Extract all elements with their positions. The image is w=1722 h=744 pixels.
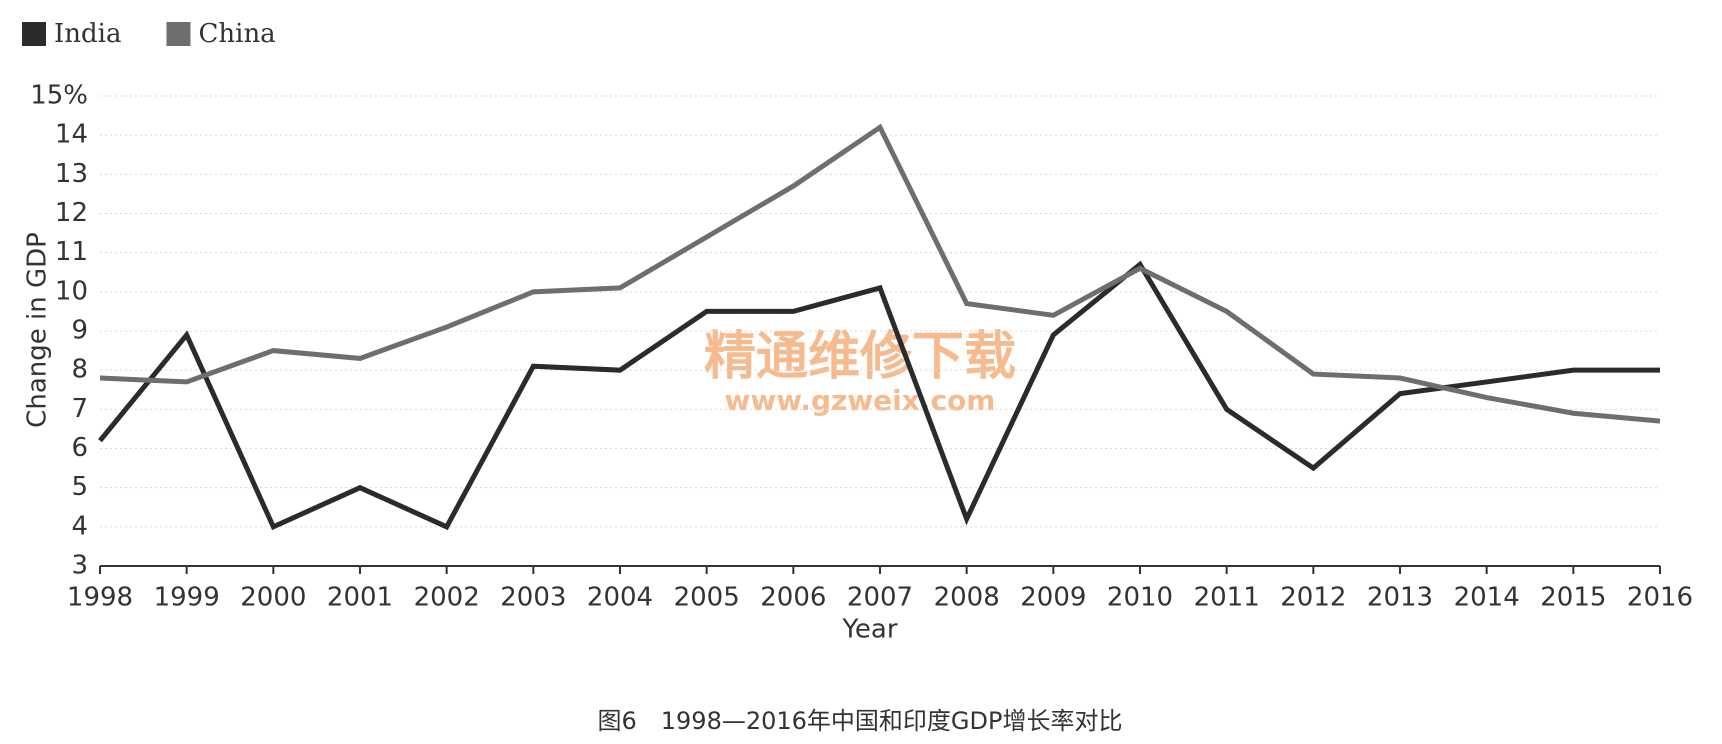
x-tick-label: 2014 [1454,583,1520,613]
x-tick-label: 2002 [414,583,480,613]
legend-swatch [166,22,191,46]
y-axis-label: Change in GDP [23,232,53,428]
y-tick-label: 7 [71,394,88,424]
line [99,123,1661,424]
y-tick-label: 11 [55,237,88,267]
y-tick-label: 3 [71,551,88,581]
x-tick-label: 2010 [1107,583,1173,613]
x-tick-label: 2013 [1367,583,1433,613]
y-tick-label: 9 [71,316,88,346]
y-tick-label: 15% [30,81,88,111]
x-tick-label: 2004 [587,583,653,613]
x-tick-label: 2005 [674,583,740,613]
y-tick-label: 13 [55,159,88,189]
y-tick-label: 10 [55,276,88,306]
x-tick-label: 2000 [240,583,306,613]
y-tick-label: 5 [71,472,88,502]
y-tick-label: 6 [71,433,88,463]
caption: 图6 1998—2016年中国和印度GDP增长率对比 [598,707,1123,735]
legend-label: China [198,19,275,49]
x-tick-label: 2015 [1540,583,1606,613]
watermark: 精通维修下载 [704,327,1016,387]
x-tick-label: 2016 [1627,583,1693,613]
legend-label: India [54,19,121,49]
watermark: www.gzweix.com [725,384,996,417]
x-tick-label: 1998 [67,583,133,613]
x-tick-label: 2001 [327,583,393,613]
x-tick-label: 2009 [1020,583,1086,613]
x-tick-label: 2006 [760,583,826,613]
x-tick-label: 2003 [500,583,566,613]
y-tick-label: 8 [71,355,88,385]
y-tick-label: 12 [55,198,88,228]
x-tick-label: 1999 [154,583,220,613]
x-tick-label: 2007 [847,583,913,613]
x-tick-label: 2011 [1194,583,1260,613]
line [98,260,1660,531]
y-tick-label: 4 [71,511,88,541]
legend-swatch [22,22,46,46]
x-tick-label: 2012 [1280,583,1346,613]
x-tick-label: 2008 [934,583,1000,613]
y-tick-label: 14 [55,120,88,150]
x-axis-label: Year [841,615,897,645]
